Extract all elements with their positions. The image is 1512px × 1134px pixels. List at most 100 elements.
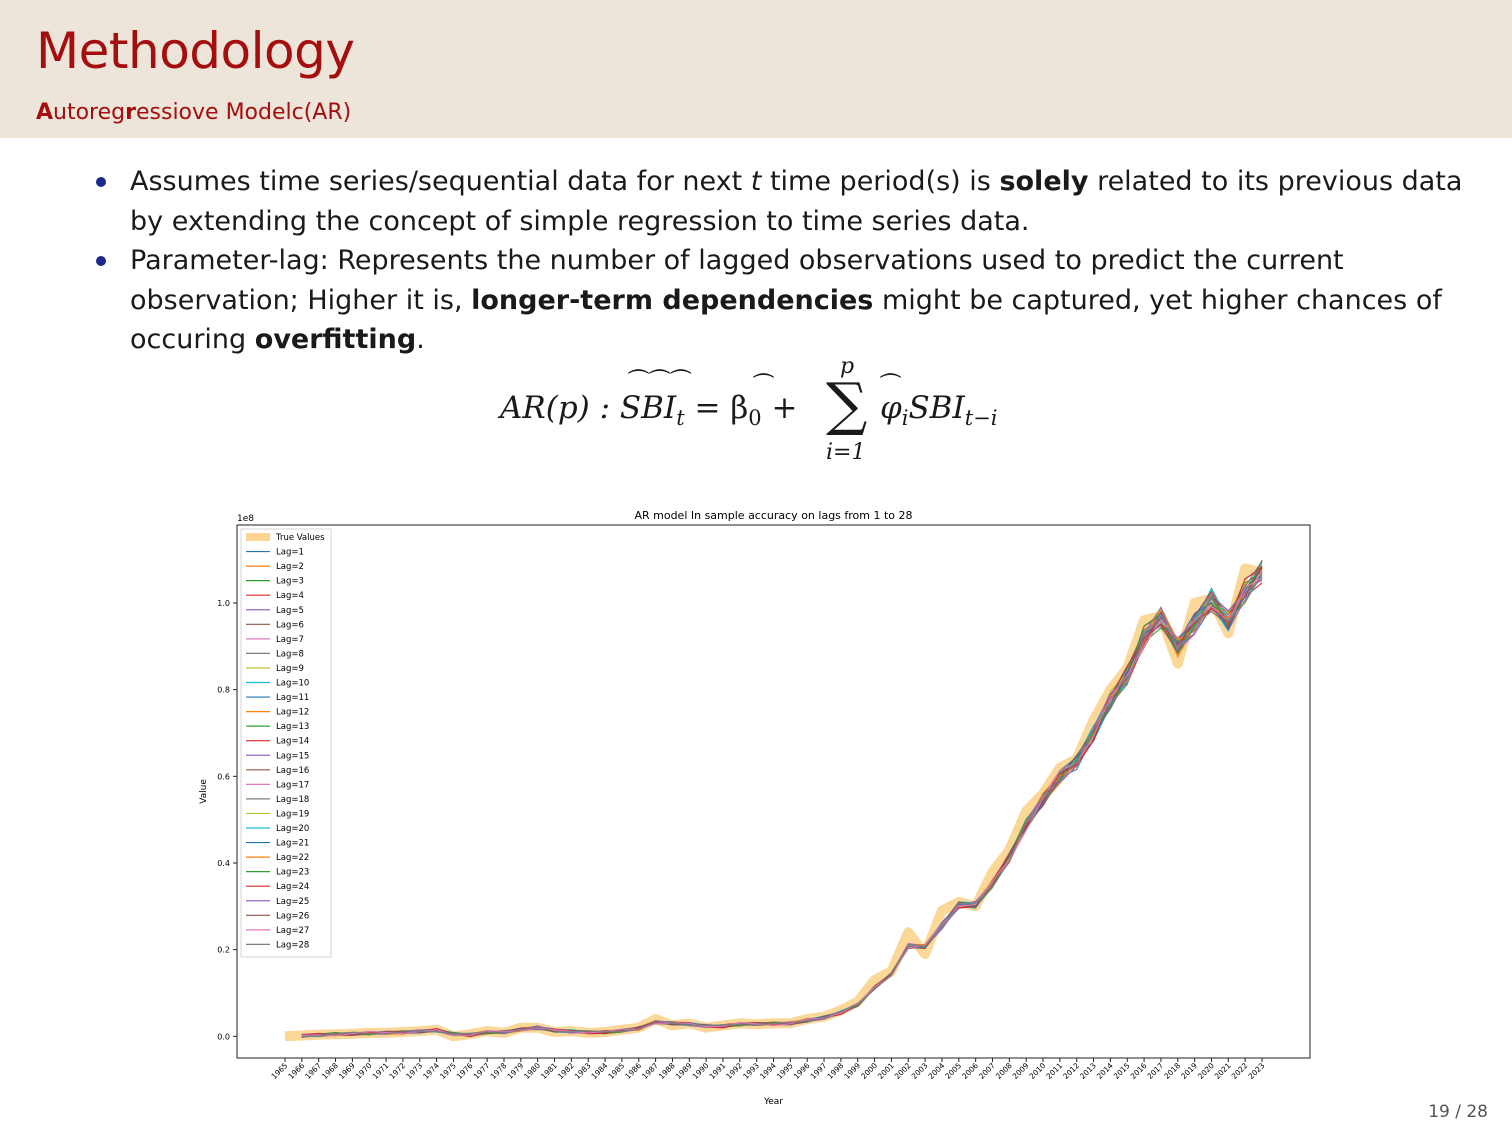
x-tick-label: 1974	[421, 1061, 441, 1081]
bullet-text: might be captured, yet higher chances of…	[130, 284, 1442, 356]
formula-text: SBI	[908, 390, 965, 426]
legend-label: Lag=9	[276, 664, 304, 674]
legend-label: Lag=27	[276, 926, 309, 936]
bullet-bold: overfitting	[254, 324, 417, 355]
y-tick-label: 1.0	[217, 599, 230, 608]
legend-label: Lag=20	[276, 824, 309, 834]
x-tick-label: 1977	[472, 1061, 492, 1081]
x-tick-label: 1972	[387, 1061, 407, 1081]
bullet-text: time period(s) is	[761, 166, 1000, 197]
x-tick-label: 1997	[809, 1061, 829, 1081]
x-tick-label: 1988	[657, 1061, 677, 1081]
x-tick-label: 1985	[606, 1061, 626, 1081]
subtitle-bold-letter: r	[125, 100, 136, 125]
x-tick-label: 1989	[674, 1061, 694, 1081]
x-tick-label: 1992	[724, 1061, 744, 1081]
x-tick-label: 2017	[1145, 1061, 1165, 1081]
legend-label: Lag=16	[276, 766, 309, 776]
legend-label: Lag=12	[276, 708, 309, 718]
x-tick-label: 1975	[438, 1061, 458, 1081]
x-tick-label: 2020	[1196, 1061, 1216, 1081]
x-tick-label: 1991	[708, 1061, 728, 1081]
x-tick-label: 1987	[640, 1061, 660, 1081]
legend-label: Lag=25	[276, 897, 309, 907]
subtitle-initial: A	[36, 100, 54, 125]
x-tick-label: 2013	[1078, 1061, 1098, 1081]
bullet-text: .	[416, 324, 425, 355]
x-tick-label: 2015	[1112, 1061, 1132, 1081]
x-tick-label: 2016	[1129, 1061, 1149, 1081]
x-tick-label: 2001	[876, 1061, 896, 1081]
x-tick-label: 1982	[556, 1061, 576, 1081]
formula-text: = β	[694, 390, 749, 426]
formula-sub: t	[676, 406, 685, 431]
formula-text: +	[771, 390, 798, 426]
x-tick-label: 2003	[910, 1061, 930, 1081]
legend-label: Lag=7	[276, 635, 304, 645]
y-axis-label: Value	[199, 779, 209, 804]
x-tick-label: 1994	[758, 1061, 778, 1081]
x-tick-label: 1978	[489, 1061, 509, 1081]
x-tick-label: 1971	[371, 1061, 391, 1081]
y-tick-label: 0.6	[217, 772, 230, 781]
x-tick-label: 1966	[286, 1061, 306, 1081]
legend-label: Lag=23	[276, 868, 309, 878]
x-tick-label: 2005	[943, 1061, 963, 1081]
x-tick-label: 1980	[522, 1061, 542, 1081]
legend-label: Lag=28	[276, 940, 309, 950]
legend-label: Lag=11	[276, 693, 309, 703]
x-tick-label: 1993	[741, 1061, 761, 1081]
legend-label: Lag=22	[276, 853, 309, 863]
legend-label: Lag=26	[276, 911, 309, 921]
subtitle-part: utoreg	[53, 100, 126, 125]
x-tick-label: 1983	[573, 1061, 593, 1081]
x-tick-label: 1979	[505, 1061, 525, 1081]
x-tick-label: 2010	[1028, 1061, 1048, 1081]
bullet-list: Assumes time series/sequential data for …	[96, 162, 1476, 360]
bullet-item: Assumes time series/sequential data for …	[96, 162, 1476, 241]
legend-label: Lag=15	[276, 751, 309, 761]
x-tick-label: 1986	[623, 1061, 643, 1081]
bullet-text: Parameter-lag: Represents the number of …	[130, 245, 1344, 316]
formula-text: φ	[880, 390, 902, 426]
formula-rhs: φiSBIt−i	[880, 390, 997, 430]
formula-lhs: AR(p) : SBIt = β0 +	[500, 390, 797, 430]
plot-frame	[236, 524, 1311, 1059]
x-tick-label: 2023	[1247, 1061, 1267, 1081]
legend-label: Lag=6	[276, 620, 304, 630]
x-tick-label: 2021	[1213, 1061, 1233, 1081]
slide-header: Methodology Autoregressiove Modelc(AR)	[0, 0, 1512, 138]
x-tick-label: 2011	[1044, 1061, 1064, 1081]
x-tick-label: 2000	[859, 1061, 879, 1081]
y-tick-label: 0.4	[217, 859, 230, 868]
bullet-bold: longer-term dependencies	[471, 284, 874, 316]
x-tick-label: 1976	[455, 1061, 475, 1081]
x-tick-label: 1984	[590, 1061, 610, 1081]
bullet-text: Assumes time series/sequential data for …	[130, 166, 751, 197]
legend-label: Lag=8	[276, 649, 304, 659]
legend-label: Lag=18	[276, 795, 309, 805]
formula-text: AR(p) : SBI	[500, 390, 677, 426]
x-tick-label: 1969	[337, 1061, 357, 1081]
x-axis-label: Year	[763, 1097, 783, 1107]
legend-label: Lag=13	[276, 722, 309, 732]
y-tick-label: 0.8	[217, 686, 230, 695]
legend-swatch	[246, 533, 270, 541]
ar-formula: AR(p) : SBIt = β0 + ⏜⏜⏜ ⏜ p ∑ i=1 φiSBIt…	[500, 354, 1060, 468]
sum-lower-limit: i=1	[826, 440, 866, 465]
chart-title: AR model In sample accuracy on lags from…	[634, 509, 912, 522]
subtitle-part: essiove Modelc(AR)	[135, 100, 352, 125]
ar-lag-chart: AR model In sample accuracy on lags from…	[199, 509, 1311, 1107]
x-tick-label: 2019	[1179, 1061, 1199, 1081]
y-tick-label: 0.0	[217, 1032, 230, 1041]
hat-mark: ⏜⏜⏜	[628, 370, 692, 395]
x-tick-label: 2009	[1011, 1061, 1031, 1081]
legend-label: Lag=10	[276, 679, 309, 689]
sum-upper-limit: p	[840, 354, 855, 379]
x-tick-label: 2008	[994, 1061, 1014, 1081]
bullet-text: related to its previous data by extendin…	[130, 166, 1463, 237]
sum-symbol: ∑	[826, 370, 868, 438]
x-tick-label: 2004	[926, 1061, 946, 1081]
x-tick-label: 2014	[1095, 1061, 1115, 1081]
x-tick-label: 1999	[842, 1061, 862, 1081]
